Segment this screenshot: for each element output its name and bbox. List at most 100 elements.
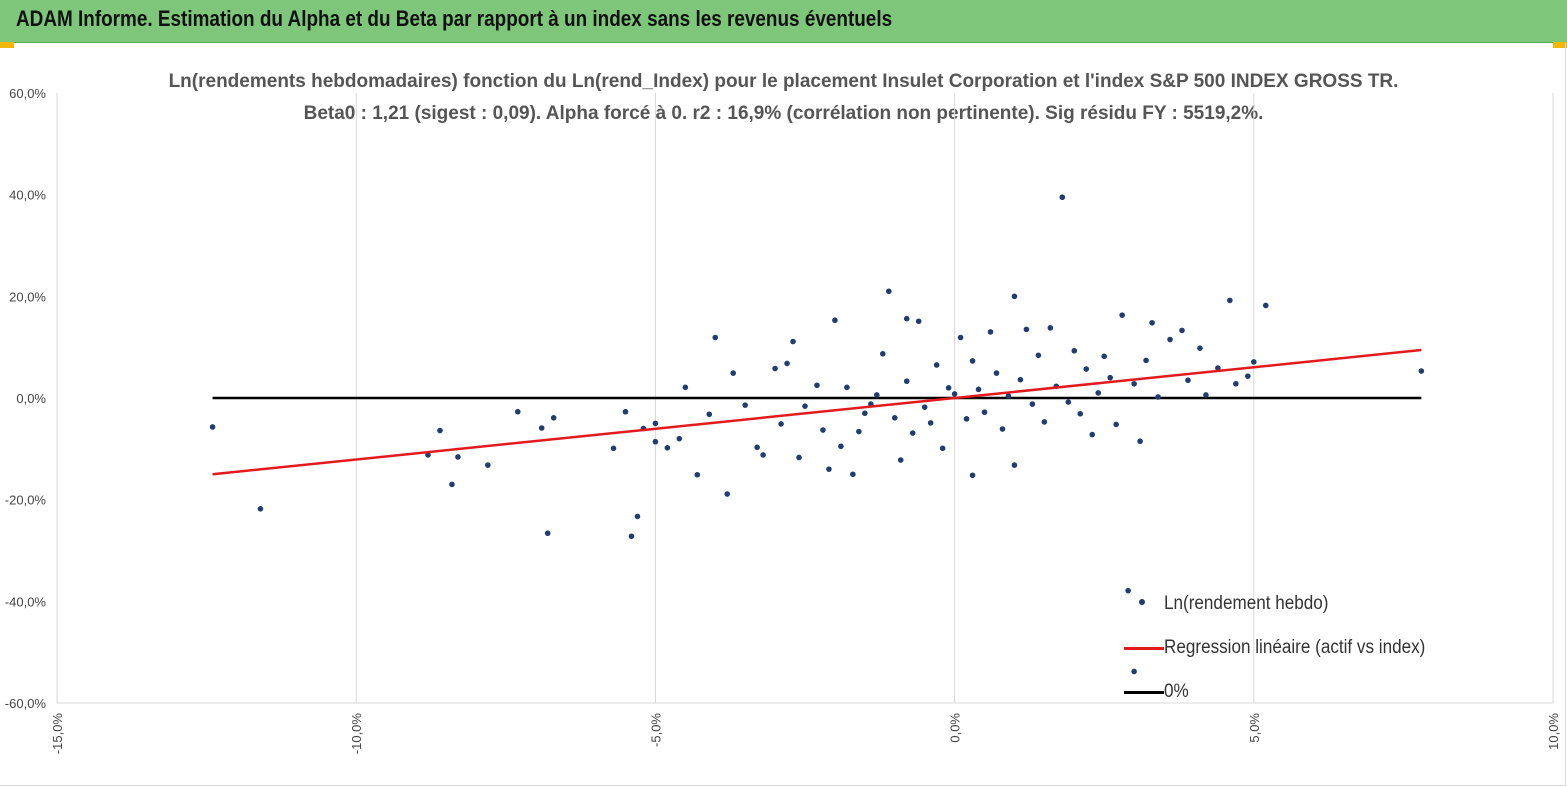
data-point-11 <box>610 445 617 452</box>
y-tick-label-3: 0,0% <box>16 391 46 406</box>
data-point-80 <box>1065 399 1072 405</box>
data-point-81 <box>1071 347 1078 354</box>
data-point-56 <box>933 362 940 368</box>
data-point-47 <box>885 288 892 295</box>
data-point-89 <box>1119 312 1125 318</box>
data-point-28 <box>760 452 766 458</box>
data-point-76 <box>1041 419 1048 425</box>
data-point-92 <box>1131 380 1137 387</box>
data-point-18 <box>664 445 671 451</box>
legend-label-zero: 0% <box>1164 681 1189 702</box>
data-point-27 <box>754 444 760 451</box>
data-point-34 <box>802 403 808 409</box>
data-point-90 <box>1125 587 1131 594</box>
data-point-82 <box>1077 410 1084 417</box>
data-point-68 <box>999 426 1006 432</box>
x-tick-label-5: 10,0% <box>1546 713 1561 750</box>
data-point-49 <box>897 457 904 463</box>
data-point-102 <box>1215 365 1221 371</box>
data-point-108 <box>1418 368 1425 374</box>
data-point-22 <box>706 411 713 418</box>
data-point-37 <box>826 466 832 472</box>
legend-marker-points <box>1139 599 1145 605</box>
legend-item-regression: Regression linéaire (actif vs index) <box>1118 629 1478 673</box>
data-point-51 <box>903 315 910 322</box>
data-point-32 <box>790 338 796 345</box>
data-point-16 <box>652 420 659 427</box>
data-point-95 <box>1149 319 1155 326</box>
legend-item-zero: 0% <box>1118 673 1478 717</box>
y-tick-label-4: -20,0% <box>5 493 47 508</box>
data-point-31 <box>784 360 790 367</box>
data-point-61 <box>963 416 970 422</box>
y-tick-label-0: 60,0% <box>9 86 46 101</box>
data-point-88 <box>1113 421 1119 428</box>
data-point-52 <box>909 430 916 436</box>
data-point-3 <box>437 427 443 434</box>
data-point-29 <box>772 365 778 372</box>
legend-marker-regression <box>1124 647 1164 650</box>
data-point-4 <box>449 481 455 488</box>
legend-item-points: Ln(rendement hebdo) <box>1118 585 1478 629</box>
chart-title-line1: Ln(rendements hebdomadaires) fonction du… <box>168 71 1399 92</box>
data-point-17 <box>652 438 659 445</box>
data-point-23 <box>712 334 719 341</box>
data-point-38 <box>832 317 838 324</box>
report-banner: ADAM Informe. Estimation du Alpha et du … <box>0 0 1567 43</box>
data-point-94 <box>1143 357 1149 364</box>
data-point-45 <box>874 392 880 398</box>
regression-line <box>212 348 1422 476</box>
legend-label-points: Ln(rendement hebdo) <box>1164 593 1329 614</box>
data-point-65 <box>981 409 988 416</box>
data-point-74 <box>1029 401 1036 407</box>
data-point-54 <box>921 404 928 410</box>
x-tick-label-2: -5,0% <box>648 713 663 747</box>
data-point-33 <box>796 454 802 461</box>
data-point-103 <box>1227 297 1233 304</box>
y-tick-label-1: 40,0% <box>9 188 46 203</box>
data-point-10 <box>550 415 557 421</box>
data-point-69 <box>1005 393 1012 399</box>
data-point-12 <box>622 408 629 415</box>
banner-corner-left <box>0 42 14 48</box>
data-point-42 <box>856 428 862 435</box>
data-point-62 <box>969 358 976 364</box>
data-point-26 <box>742 402 748 408</box>
data-point-50 <box>903 378 910 385</box>
data-point-64 <box>975 386 982 393</box>
banner-corner-right <box>1553 42 1567 48</box>
x-tick-label-0: -15,0% <box>50 713 65 755</box>
data-point-1 <box>257 506 264 512</box>
data-point-99 <box>1185 377 1191 384</box>
data-point-83 <box>1083 366 1090 372</box>
data-point-98 <box>1179 327 1185 334</box>
data-point-6 <box>485 462 491 468</box>
chart-legend: Ln(rendement hebdo) Regression linéaire … <box>1118 585 1478 717</box>
data-point-85 <box>1095 390 1102 396</box>
data-point-73 <box>1023 326 1030 333</box>
chart-title: Ln(rendements hebdomadaires) fonction du… <box>0 66 1567 130</box>
data-point-106 <box>1251 359 1257 365</box>
report-title: ADAM Informe. Estimation du Alpha et du … <box>16 6 893 31</box>
x-tick-label-4: 5,0% <box>1247 713 1262 743</box>
data-point-70 <box>1011 293 1018 300</box>
y-tick-label-2: 20,0% <box>9 289 46 304</box>
data-point-25 <box>730 370 736 376</box>
data-point-55 <box>927 420 934 426</box>
data-point-100 <box>1197 345 1203 351</box>
data-point-77 <box>1047 325 1054 331</box>
legend-marker-zero <box>1124 691 1164 694</box>
data-point-66 <box>987 329 994 335</box>
data-point-67 <box>993 370 1000 376</box>
data-point-14 <box>634 513 641 520</box>
data-point-40 <box>844 384 850 391</box>
data-point-58 <box>945 385 952 391</box>
y-tick-label-6: -60,0% <box>5 696 47 711</box>
data-point-41 <box>850 471 856 478</box>
data-point-39 <box>838 443 844 450</box>
data-point-57 <box>939 445 946 452</box>
data-point-75 <box>1035 352 1042 359</box>
data-point-63 <box>969 472 976 479</box>
data-point-46 <box>879 350 886 357</box>
